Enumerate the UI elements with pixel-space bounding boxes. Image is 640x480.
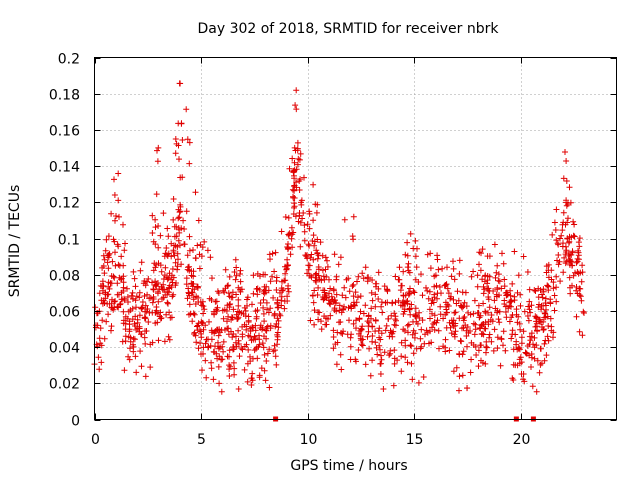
y-axis-label: SRMTID / TECUs bbox=[7, 185, 23, 298]
y-tick-label: 0.16 bbox=[49, 124, 80, 140]
chart-title: Day 302 of 2018, SRMTID for receiver nbr… bbox=[197, 21, 499, 37]
y-tick-label: 0.12 bbox=[49, 196, 80, 212]
x-tick-label: 10 bbox=[300, 432, 318, 448]
plot-frame bbox=[94, 57, 617, 420]
y-tick-label: 0.08 bbox=[49, 269, 80, 285]
x-tick-labels: 0 5 10 15 20 bbox=[91, 432, 530, 448]
grid bbox=[94, 57, 617, 420]
y-tick-label: 0.14 bbox=[49, 160, 80, 176]
y-tick-label: 0.18 bbox=[49, 88, 80, 104]
x-axis-label: GPS time / hours bbox=[290, 458, 407, 474]
x-tick-label: 15 bbox=[406, 432, 424, 448]
point-markers bbox=[91, 80, 587, 395]
y-tick-label: 0.2 bbox=[58, 52, 80, 68]
y-tick-label: 0.1 bbox=[58, 233, 80, 249]
y-tick-label: 0.02 bbox=[49, 377, 80, 393]
y-tick-label: 0 bbox=[71, 414, 80, 430]
y-tick-labels: 0 0.02 0.04 0.06 0.08 0.1 0.12 0.14 0.16 0.18 0.2 bbox=[49, 52, 80, 430]
data-points bbox=[91, 80, 587, 395]
x-tick-label: 20 bbox=[513, 432, 531, 448]
y-tick-label: 0.04 bbox=[49, 341, 80, 357]
axis-ticks bbox=[94, 57, 617, 421]
y-tick-label: 0.06 bbox=[49, 305, 80, 321]
x-tick-label: 5 bbox=[197, 432, 206, 448]
x-tick-label: 0 bbox=[91, 432, 100, 448]
